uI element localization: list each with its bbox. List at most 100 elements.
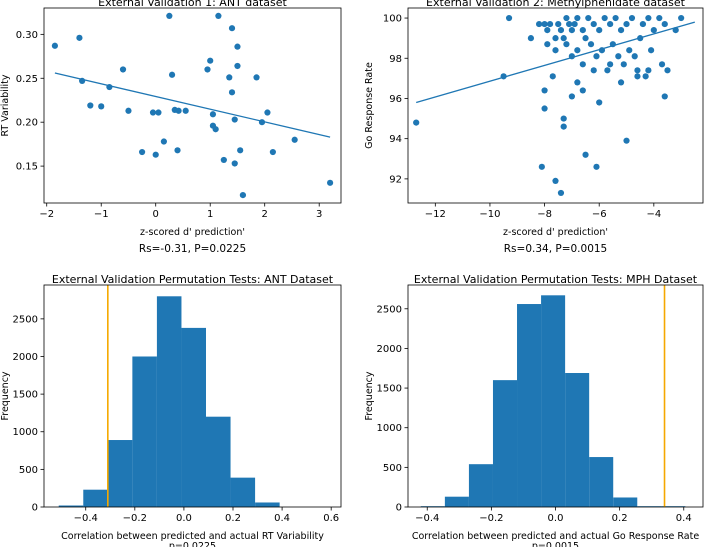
data-point <box>212 126 219 133</box>
y-tick-label: 94 <box>389 134 402 145</box>
data-point <box>413 119 420 126</box>
x-tick-label: −10 <box>479 209 500 220</box>
x-tick-label: 2 <box>262 209 268 220</box>
y-tick-label: 96 <box>389 94 402 105</box>
y-tick-label: 2500 <box>377 304 402 315</box>
x-tick-label: 0 <box>153 209 159 220</box>
y-tick-label: 0.30 <box>16 30 38 41</box>
data-point <box>215 12 222 20</box>
stats-label: p=0.0225 <box>169 541 216 547</box>
data-point <box>664 67 671 74</box>
data-point <box>574 47 581 54</box>
data-point <box>552 177 559 184</box>
data-point <box>560 123 567 130</box>
data-point <box>155 109 162 116</box>
x-tick-label: 1 <box>207 209 213 220</box>
data-point <box>149 109 157 116</box>
data-point <box>87 102 94 109</box>
chart-title: External Validation Permutation Tests: M… <box>414 273 698 286</box>
data-point <box>152 151 159 158</box>
data-point <box>182 107 189 114</box>
data-point <box>650 27 657 34</box>
regression-line <box>416 21 695 104</box>
data-point <box>568 93 575 100</box>
data-point <box>620 61 627 68</box>
histogram-bar <box>206 416 231 507</box>
x-tick-label: 0.0 <box>548 513 564 524</box>
stats-label: Rs=0.34, P=0.0015 <box>504 243 608 255</box>
y-axis-label: RT Variability <box>0 74 11 136</box>
data-point <box>269 148 276 156</box>
data-point <box>234 62 241 70</box>
data-point <box>291 136 298 143</box>
histogram-bar <box>255 502 280 507</box>
axes-frame <box>43 284 342 508</box>
histogram-bar <box>468 464 493 507</box>
data-point <box>557 189 565 197</box>
data-point <box>596 27 603 34</box>
data-point <box>228 89 236 96</box>
axes-frame <box>407 7 704 204</box>
histogram-bar <box>156 296 182 507</box>
data-point <box>209 111 217 118</box>
data-point <box>566 20 573 28</box>
y-tick-label: 2500 <box>13 314 38 325</box>
data-point <box>615 53 622 60</box>
data-point <box>549 73 556 80</box>
x-tick-label: −1 <box>94 209 109 220</box>
y-axis-label: Frequency <box>0 371 11 420</box>
histogram-bar <box>492 380 518 507</box>
data-point <box>639 20 647 28</box>
data-point <box>234 43 241 50</box>
data-point <box>264 109 271 116</box>
data-point <box>571 20 578 28</box>
x-tick-label: −6 <box>592 209 607 220</box>
data-point <box>634 73 641 80</box>
data-point <box>51 42 58 49</box>
histogram-bar <box>444 496 469 507</box>
x-tick-label: −0.2 <box>479 513 503 524</box>
data-point <box>631 53 638 60</box>
data-point <box>204 66 211 73</box>
histogram-bar <box>589 457 614 507</box>
y-tick-label: 500 <box>19 465 38 476</box>
data-point <box>579 61 586 68</box>
panel-3: External Validation Permutation Tests: A… <box>0 273 342 547</box>
data-point <box>661 20 668 28</box>
histogram-bar <box>230 477 256 507</box>
panel-4: External Validation Permutation Tests: M… <box>364 273 704 547</box>
histogram-bar <box>58 505 84 507</box>
histogram-bar <box>132 356 157 507</box>
data-point <box>552 35 559 42</box>
data-point <box>544 41 551 48</box>
y-tick-label: 500 <box>383 463 402 474</box>
histogram-bar <box>517 304 542 507</box>
y-tick-label: 0.20 <box>16 118 38 129</box>
data-point <box>546 20 554 28</box>
y-tick-label: 0 <box>32 503 38 514</box>
data-point <box>604 67 611 74</box>
data-point <box>634 67 641 74</box>
data-point <box>327 179 334 186</box>
data-point <box>207 57 214 64</box>
y-tick-label: 0 <box>396 503 402 514</box>
histogram-bar <box>83 489 108 507</box>
data-point <box>527 35 535 42</box>
y-tick-label: 0.15 <box>16 162 38 173</box>
data-point <box>231 160 238 167</box>
data-point <box>231 116 238 123</box>
stats-label: p=0.0015 <box>532 541 579 547</box>
data-point <box>541 20 548 28</box>
stats-label: Rs=-0.31, P=0.0225 <box>139 243 246 255</box>
x-tick-label: −8 <box>537 209 552 220</box>
data-point <box>175 107 182 114</box>
data-point <box>552 47 559 54</box>
x-axis-label: Correlation between predicted and actual… <box>61 531 324 542</box>
data-point <box>648 47 655 54</box>
data-point <box>590 20 597 28</box>
data-point <box>220 156 227 164</box>
data-point <box>601 14 608 22</box>
data-point <box>239 191 247 199</box>
data-point <box>623 20 630 28</box>
histogram-bar <box>613 497 638 507</box>
